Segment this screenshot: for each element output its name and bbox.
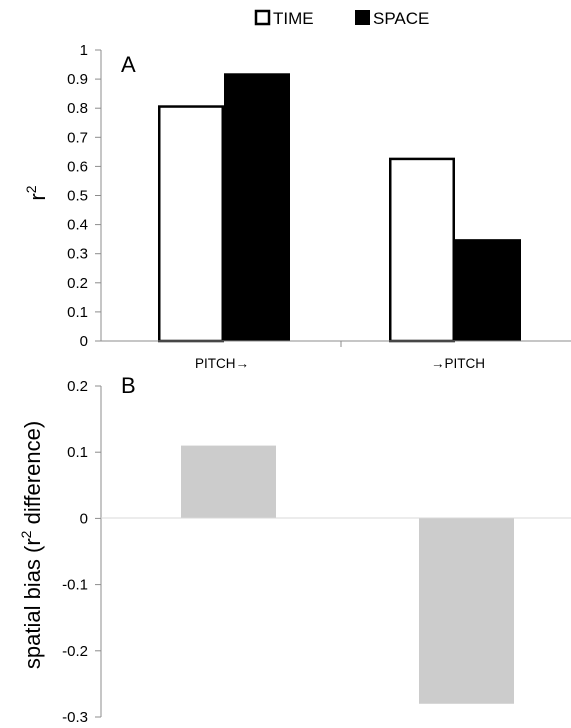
panel-a-y-tick-label: 0 xyxy=(80,333,88,350)
panel-b-y-tick-label: -0.3 xyxy=(62,709,88,726)
panel-a-y-tick-label: 0.5 xyxy=(67,188,88,205)
bias-bar-0 xyxy=(181,445,276,519)
panel-a-y-tick-label: 0.4 xyxy=(67,217,88,234)
category-label-1: →PITCH xyxy=(431,356,485,371)
bar-time-1 xyxy=(389,157,455,343)
panel-a-y-tick-label: 0.9 xyxy=(67,71,88,88)
bias-bar-1 xyxy=(419,518,514,704)
panel-b-y-tick-label: 0.1 xyxy=(67,444,88,461)
panel-b-y-tick-label: 0 xyxy=(80,510,88,527)
panel-b-y-tick-label: -0.2 xyxy=(62,643,88,660)
legend-label-time: TIME xyxy=(273,9,314,28)
legend: TIME SPACE xyxy=(254,9,429,28)
bar-space-1 xyxy=(455,239,521,341)
panel-a-y-ticks: 0 0.1 0.2 0.3 0.4 0.5 0.6 0.7 0.8 0.9 1 xyxy=(67,42,101,350)
panel-b-y-ticks: 0.2 0.1 0 -0.1 -0.2 -0.3 xyxy=(62,378,101,726)
panel-b-y-tick-label: 0.2 xyxy=(67,378,88,395)
panel-a-y-tick-label: 1 xyxy=(80,42,88,59)
panel-a-letter: A xyxy=(121,52,136,77)
panel-a-ylabel: r2 xyxy=(23,185,50,200)
bar-time-0 xyxy=(158,105,224,343)
bar-space-0 xyxy=(224,73,290,341)
panel-a-category-labels: PITCH→ →PITCH xyxy=(195,356,485,371)
category-label-0: PITCH→ xyxy=(195,356,249,371)
panel-a-y-tick-label: 0.8 xyxy=(67,100,88,117)
panel-a-y-tick-label: 0.1 xyxy=(67,304,88,321)
panel-a-bars xyxy=(158,73,521,343)
panel-a: A r2 0 0.1 0.2 0.3 0.4 0.5 0.6 0.7 0.8 0.9 1 PITCH… xyxy=(23,42,571,371)
panel-b-y-tick-label: -0.1 xyxy=(62,577,88,594)
panel-b-letter: B xyxy=(121,373,136,398)
legend-swatch-space xyxy=(355,10,370,25)
panel-a-y-tick-label: 0.7 xyxy=(67,129,88,146)
panel-b-ylabel: spatial bias (r2 difference) xyxy=(18,421,45,669)
panel-a-y-tick-label: 0.2 xyxy=(67,275,88,292)
legend-swatch-time xyxy=(254,9,271,26)
panel-a-y-tick-label: 0.6 xyxy=(67,158,88,175)
legend-label-space: SPACE xyxy=(373,9,429,28)
panel-a-y-tick-label: 0.3 xyxy=(67,246,88,263)
panel-b-bars xyxy=(181,445,514,704)
panel-b: B spatial bias (r2 difference) 0.2 0.1 0 -0… xyxy=(18,373,571,726)
